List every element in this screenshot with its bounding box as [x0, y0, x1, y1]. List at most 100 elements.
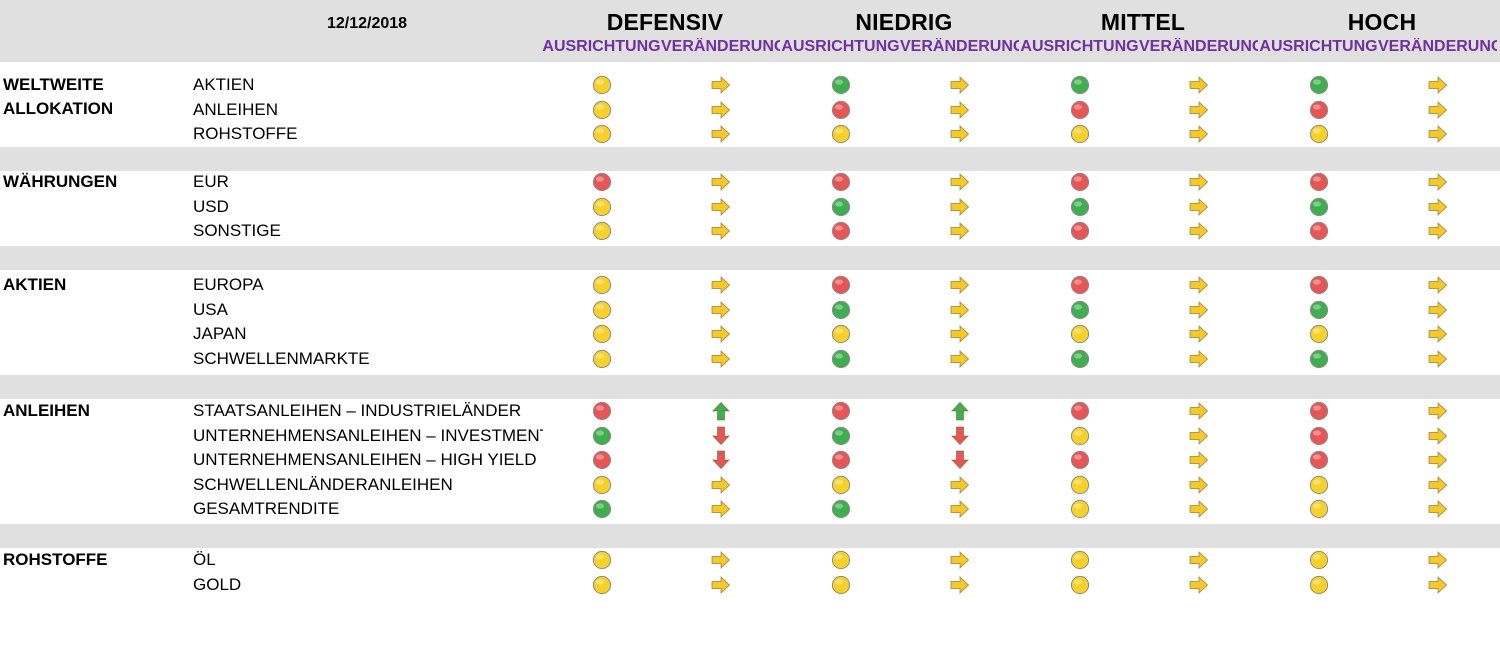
- yellow-dot-icon: [1069, 474, 1091, 496]
- arrow-right-icon: [1188, 171, 1210, 193]
- arrow-right-icon: [1188, 498, 1210, 520]
- red-dot-icon: [1308, 171, 1330, 193]
- yellow-dot-icon: [591, 348, 613, 370]
- arrow-right-icon: [1427, 474, 1449, 496]
- row-label: ANLEIHEN: [193, 99, 279, 119]
- yellow-dot-icon: [591, 99, 613, 121]
- arrow-right-icon: [1427, 123, 1449, 145]
- group-title-hoch: HOCH: [1347, 9, 1417, 35]
- red-dot-icon: [1069, 220, 1091, 242]
- arrow-right-icon: [1188, 99, 1210, 121]
- row-label: UNTERNEHMENSANLEIHEN – INVESTMENT GRADE: [193, 425, 543, 445]
- red-dot-icon: [830, 449, 852, 471]
- green-dot-icon: [830, 425, 852, 447]
- subheader-orientation: AUSRICHTUNG: [781, 38, 900, 55]
- arrow-right-icon: [710, 171, 732, 193]
- green-dot-icon: [1069, 299, 1091, 321]
- arrow-right-icon: [1188, 123, 1210, 145]
- yellow-dot-icon: [830, 123, 852, 145]
- row-label: SONSTIGE: [193, 221, 281, 241]
- arrow-right-icon: [1188, 425, 1210, 447]
- arrow-right-icon: [1427, 171, 1449, 193]
- yellow-dot-icon: [1069, 549, 1091, 571]
- section-label: WELTWEITE ALLOKATION: [3, 75, 114, 118]
- section-divider: [0, 524, 1500, 548]
- arrow-right-icon: [949, 74, 971, 96]
- arrow-right-icon: [1188, 299, 1210, 321]
- section-divider: [0, 147, 1500, 171]
- yellow-dot-icon: [1069, 498, 1091, 520]
- arrow-right-icon: [1427, 348, 1449, 370]
- arrow-right-icon: [710, 123, 732, 145]
- row-label: USD: [193, 196, 229, 216]
- red-dot-icon: [1069, 274, 1091, 296]
- row-label: ROHSTOFFE: [193, 124, 298, 144]
- yellow-dot-icon: [591, 474, 613, 496]
- red-dot-icon: [1069, 99, 1091, 121]
- arrow-right-icon: [1188, 474, 1210, 496]
- row-label: EUR: [193, 172, 229, 191]
- arrow-right-icon: [710, 220, 732, 242]
- green-dot-icon: [830, 196, 852, 218]
- green-dot-icon: [830, 498, 852, 520]
- green-dot-icon: [1308, 74, 1330, 96]
- yellow-dot-icon: [1308, 123, 1330, 145]
- arrow-right-icon: [949, 196, 971, 218]
- arrow-right-icon: [710, 274, 732, 296]
- yellow-dot-icon: [591, 299, 613, 321]
- arrow-right-icon: [949, 498, 971, 520]
- arrow-right-icon: [949, 220, 971, 242]
- red-dot-icon: [1069, 400, 1091, 422]
- yellow-dot-icon: [591, 323, 613, 345]
- green-dot-icon: [1069, 74, 1091, 96]
- yellow-dot-icon: [1069, 425, 1091, 447]
- arrow-right-icon: [1188, 274, 1210, 296]
- row-label: USA: [193, 299, 228, 319]
- yellow-dot-icon: [1069, 323, 1091, 345]
- yellow-dot-icon: [1069, 123, 1091, 145]
- arrow-right-icon: [1427, 99, 1449, 121]
- arrow-right-icon: [949, 474, 971, 496]
- subheader-change: VERÄNDERUNG: [1139, 38, 1258, 55]
- section-divider: [0, 375, 1500, 399]
- arrow-up-icon: [949, 400, 971, 422]
- section-divider: [0, 246, 1500, 270]
- arrow-right-icon: [1427, 549, 1449, 571]
- arrow-right-icon: [1427, 574, 1449, 596]
- red-dot-icon: [1069, 449, 1091, 471]
- green-dot-icon: [1069, 196, 1091, 218]
- arrow-right-icon: [1427, 220, 1449, 242]
- arrow-right-icon: [1427, 196, 1449, 218]
- subheader-change: VERÄNDERUNG: [1378, 38, 1497, 55]
- arrow-right-icon: [710, 74, 732, 96]
- arrow-right-icon: [949, 348, 971, 370]
- arrow-right-icon: [1427, 274, 1449, 296]
- arrow-right-icon: [1427, 449, 1449, 471]
- green-dot-icon: [1069, 348, 1091, 370]
- green-dot-icon: [591, 498, 613, 520]
- arrow-right-icon: [710, 99, 732, 121]
- row-label: JAPAN: [193, 324, 247, 344]
- arrow-right-icon: [949, 123, 971, 145]
- arrow-right-icon: [949, 299, 971, 321]
- arrow-right-icon: [1427, 323, 1449, 345]
- arrow-right-icon: [1188, 400, 1210, 422]
- row-label: EUROPA: [193, 275, 264, 294]
- arrow-right-icon: [1188, 220, 1210, 242]
- yellow-dot-icon: [591, 274, 613, 296]
- green-dot-icon: [830, 74, 852, 96]
- arrow-right-icon: [710, 574, 732, 596]
- arrow-right-icon: [1188, 549, 1210, 571]
- row-label: UNTERNEHMENSANLEIHEN – HIGH YIELD: [193, 450, 537, 470]
- red-dot-icon: [1308, 274, 1330, 296]
- arrow-right-icon: [1427, 425, 1449, 447]
- arrow-right-icon: [710, 323, 732, 345]
- green-dot-icon: [1308, 299, 1330, 321]
- arrow-right-icon: [1188, 449, 1210, 471]
- section-label: ANLEIHEN: [3, 401, 90, 420]
- red-dot-icon: [1308, 220, 1330, 242]
- arrow-right-icon: [949, 274, 971, 296]
- group-title-mittel: MITTEL: [1100, 9, 1186, 35]
- subheader-change: VERÄNDERUNG: [661, 38, 780, 55]
- red-dot-icon: [830, 99, 852, 121]
